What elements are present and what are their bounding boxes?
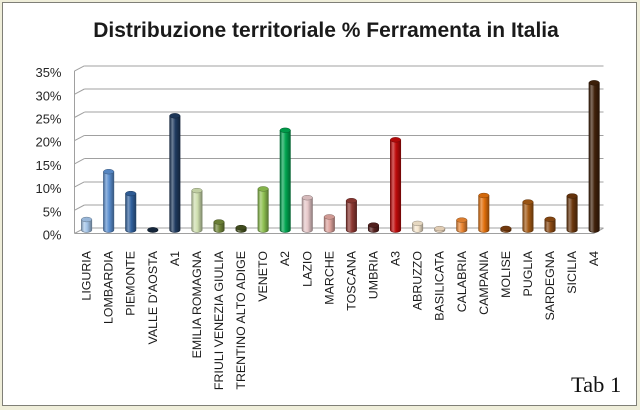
svg-text:LAZIO: LAZIO <box>300 251 314 287</box>
svg-text:10%: 10% <box>35 181 61 196</box>
svg-text:VALLE D'AOSTA: VALLE D'AOSTA <box>146 250 160 344</box>
svg-text:BASILICATA: BASILICATA <box>433 250 447 321</box>
svg-text:PIEMONTE: PIEMONTE <box>124 251 138 316</box>
svg-text:A2: A2 <box>278 251 292 266</box>
svg-text:A4: A4 <box>587 251 601 266</box>
svg-text:SICILIA: SICILIA <box>565 250 579 293</box>
svg-text:EMILIA ROMAGNA: EMILIA ROMAGNA <box>190 250 204 358</box>
svg-text:A3: A3 <box>389 251 403 266</box>
svg-text:CALABRIA: CALABRIA <box>455 250 469 312</box>
svg-text:Tab 1: Tab 1 <box>571 372 621 397</box>
svg-text:0%: 0% <box>43 228 62 243</box>
svg-text:A1: A1 <box>168 251 182 266</box>
svg-text:MOLISE: MOLISE <box>499 251 513 298</box>
svg-text:30%: 30% <box>35 88 61 103</box>
svg-text:20%: 20% <box>35 135 61 150</box>
svg-text:TOSCANA: TOSCANA <box>344 250 358 310</box>
svg-text:CAMPANIA: CAMPANIA <box>477 250 491 315</box>
svg-text:35%: 35% <box>35 65 61 80</box>
svg-text:25%: 25% <box>35 112 61 127</box>
svg-text:LOMBARDIA: LOMBARDIA <box>102 250 116 324</box>
svg-text:PUGLIA: PUGLIA <box>521 250 535 296</box>
svg-text:15%: 15% <box>35 158 61 173</box>
svg-text:FRIULI VENEZIA GIULIA: FRIULI VENEZIA GIULIA <box>212 250 226 390</box>
svg-text:5%: 5% <box>43 204 62 219</box>
svg-text:SARDEGNA: SARDEGNA <box>543 250 557 320</box>
svg-text:UMBRIA: UMBRIA <box>367 250 381 299</box>
svg-text:VENETO: VENETO <box>256 251 270 302</box>
svg-text:MARCHE: MARCHE <box>322 251 336 305</box>
svg-text:TRENTINO ALTO ADIGE: TRENTINO ALTO ADIGE <box>234 251 248 390</box>
svg-text:ABRUZZO: ABRUZZO <box>411 251 425 311</box>
svg-text:LIGURIA: LIGURIA <box>80 250 94 300</box>
svg-text:Distribuzione territoriale % F: Distribuzione territoriale % Ferramenta … <box>93 19 559 42</box>
